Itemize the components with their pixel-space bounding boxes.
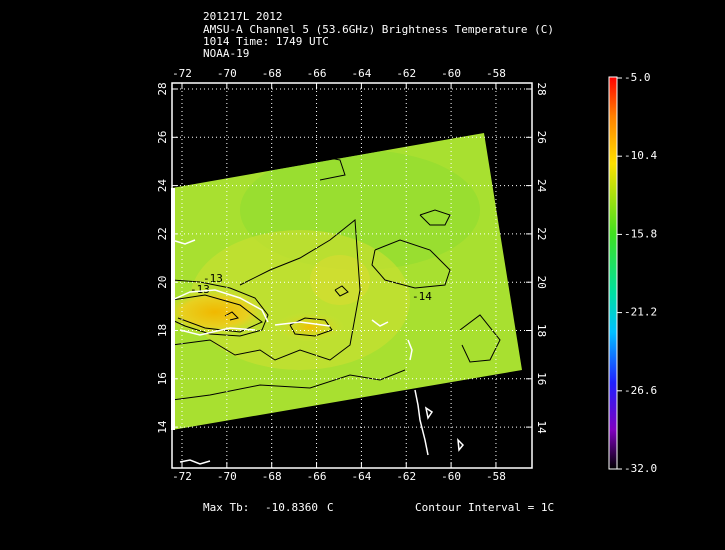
coastline <box>274 321 331 327</box>
contour <box>224 311 239 321</box>
colorbar <box>608 76 618 470</box>
lon-tick-label: -64 <box>351 470 371 483</box>
contour <box>334 285 349 297</box>
coastline <box>171 289 269 323</box>
contour-interval: Contour Interval = 1C <box>415 501 554 514</box>
contour <box>171 219 361 361</box>
colorbar-label: -5.0 <box>624 71 651 84</box>
lat-tick-label: 26 <box>535 131 548 144</box>
max-tb-label: Max Tb: <box>203 501 249 514</box>
lat-tick-label: 26 <box>156 131 169 144</box>
contour-label: -14 <box>412 290 432 303</box>
contour <box>171 279 269 337</box>
field-patch <box>310 255 370 305</box>
coastlines <box>171 239 465 465</box>
lon-tick-label: -58 <box>486 470 506 483</box>
contour <box>171 294 263 333</box>
lat-tick-label: 28 <box>535 82 548 95</box>
lon-tick-label: -62 <box>396 470 416 483</box>
contour <box>419 209 451 226</box>
header-line: 1014 Time: 1749 UTC <box>203 35 329 48</box>
lon-tick-label: -58 <box>486 67 506 80</box>
lon-tick-label: -64 <box>351 67 371 80</box>
lat-tick-label: 18 <box>535 324 548 337</box>
lon-tick-label: -66 <box>307 470 327 483</box>
lon-tick-label: -70 <box>217 470 237 483</box>
contour-label: -13 <box>190 283 210 296</box>
graticule: -72 -72 -70 -70 -68 -68 -66 -66 -64 -64 -62 -62 -60 -… <box>156 67 548 483</box>
contour-label: -13 <box>203 272 223 285</box>
lat-tick-label: 28 <box>156 82 169 95</box>
lat-tick-label: 22 <box>156 227 169 240</box>
island <box>424 406 434 420</box>
header-line: NOAA-19 <box>203 47 249 60</box>
lon-tick-label: -60 <box>441 67 461 80</box>
colorbar-label: -21.2 <box>624 306 657 319</box>
lat-tick-label: 14 <box>156 420 169 434</box>
lat-tick-label: 20 <box>156 276 169 289</box>
lat-tick-label: 20 <box>535 276 548 289</box>
footer: Max Tb: -10.8360 C Contour Interval = 1C <box>203 501 554 514</box>
colorbar-ticks: -5.0 -10.4 -15.8 -21.2 -26.6 -32.0 <box>617 71 657 475</box>
lon-tick-label: -66 <box>307 67 327 80</box>
coastline <box>179 459 211 465</box>
contour <box>459 314 501 363</box>
contour <box>171 369 406 401</box>
colorbar-label: -15.8 <box>624 227 657 240</box>
lat-tick-label: 24 <box>156 179 169 193</box>
lat-tick-label: 14 <box>535 420 548 434</box>
lon-tick-label: -70 <box>217 67 237 80</box>
lon-tick-label: -72 <box>172 470 192 483</box>
lon-tick-label: -62 <box>396 67 416 80</box>
colorbar-label: -10.4 <box>624 149 657 162</box>
max-tb-unit: C <box>327 501 334 514</box>
coastline <box>414 389 429 456</box>
header-line: AMSU-A Channel 5 (53.6GHz) Brightness Te… <box>203 23 554 36</box>
warm-core <box>275 312 345 342</box>
header-line: 201217L 2012 <box>203 10 282 23</box>
coastline <box>171 239 196 245</box>
contour <box>299 154 346 181</box>
contours <box>171 154 501 401</box>
lat-tick-label: 16 <box>535 372 548 385</box>
coastline <box>407 339 413 361</box>
lon-tick-label: -68 <box>262 470 282 483</box>
lat-tick-label: 16 <box>156 372 169 385</box>
lat-tick-label: 18 <box>156 324 169 337</box>
island <box>457 437 465 452</box>
lat-tick-label: 22 <box>535 227 548 240</box>
lon-tick-label: -68 <box>262 67 282 80</box>
colorbar-label: -26.6 <box>624 384 657 397</box>
contour <box>371 239 451 289</box>
lon-tick-label: -72 <box>172 67 192 80</box>
swath: -13 -13 -14 <box>171 133 522 430</box>
lon-tick-label: -60 <box>441 470 461 483</box>
colorbar-label: -32.0 <box>624 462 657 475</box>
max-tb-value: -10.8360 <box>265 501 318 514</box>
lat-tick-label: 24 <box>535 179 548 193</box>
coastline <box>371 319 389 327</box>
header: 201217L 2012 AMSU-A Channel 5 (53.6GHz) … <box>203 10 554 60</box>
coastline <box>179 327 256 336</box>
